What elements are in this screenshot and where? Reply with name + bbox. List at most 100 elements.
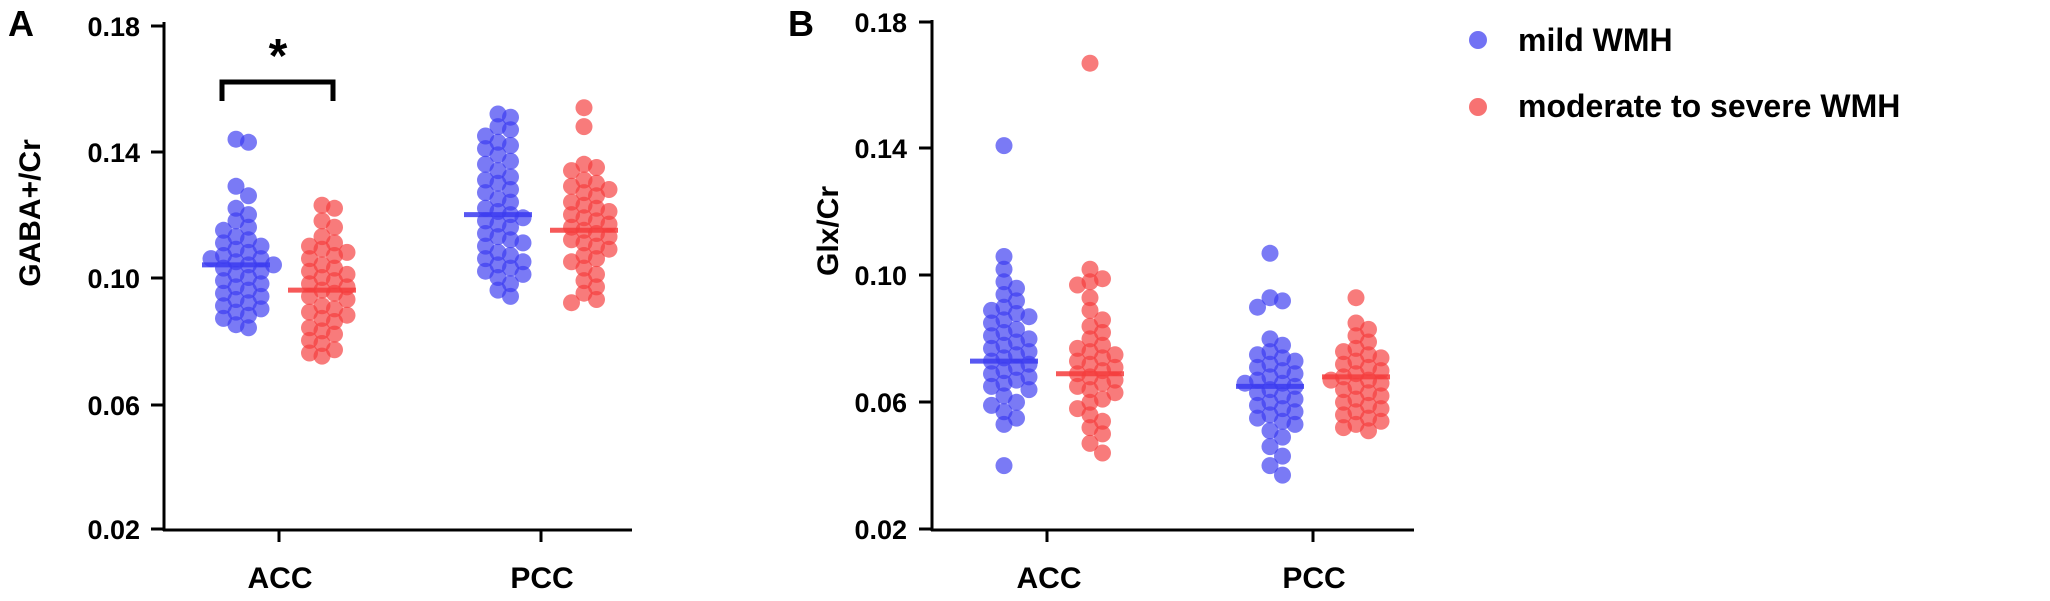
data-point-mild-acc [215,272,232,290]
data-point-mild-pcc [514,265,532,283]
data-point-mild-acc [1020,308,1038,326]
data-point-mild-pcc [1286,415,1304,433]
data-point-severe-pcc [1347,289,1365,307]
data-point-severe-pcc [575,99,593,117]
data-point-severe-pcc [1372,412,1390,430]
data-point-mild-pcc [502,168,519,186]
data-point-mild-acc [1020,381,1038,399]
data-point-severe-acc [1081,406,1099,424]
data-point-mild-pcc [514,253,532,271]
data-point-mild-pcc [502,108,519,126]
data-point-mild-acc [995,260,1013,278]
panel-b-points [983,54,1390,484]
data-point-severe-pcc [1360,333,1377,351]
data-point-severe-pcc [575,118,593,136]
data-point-mild-pcc [489,269,507,286]
legend-label-mild: mild WMH [1518,22,1673,58]
data-point-mild-pcc [489,162,507,180]
data-point-mild-pcc [1261,457,1279,475]
panel-b-means [970,358,1390,389]
data-point-mild-pcc [502,137,519,154]
data-point-severe-acc [313,228,331,246]
data-point-mild-acc [983,377,1000,395]
data-point-mild-pcc [1261,330,1279,348]
data-point-mild-acc [227,212,245,230]
data-point-mild-acc [215,297,232,315]
data-point-mild-acc [252,287,270,305]
data-point-mild-pcc [1249,396,1266,414]
y-tick-label: 0.18 [87,12,140,42]
data-point-mild-pcc [1261,422,1279,440]
data-point-severe-acc [1081,54,1099,72]
data-point-severe-acc [338,291,356,308]
data-point-mild-acc [995,248,1013,265]
data-point-mild-acc [1008,292,1025,310]
data-point-severe-acc [1094,349,1111,367]
data-point-mild-pcc [1274,466,1291,484]
data-point-severe-acc [1094,412,1111,430]
data-point-severe-acc [313,335,331,352]
data-point-severe-pcc [1335,406,1352,424]
y-tick-label: 0.14 [87,138,140,168]
data-point-severe-pcc [1347,314,1365,332]
data-point-severe-acc [1081,301,1099,319]
legend-label-severe: moderate to severe WMH [1518,88,1900,124]
data-point-mild-pcc [477,184,494,202]
data-point-mild-acc [252,237,270,255]
data-point-mild-acc [1008,409,1025,427]
data-point-severe-pcc [1372,387,1390,405]
data-point-mild-pcc [1274,336,1291,354]
data-point-mild-acc [252,300,270,318]
data-point-mild-acc [215,309,232,327]
data-point-severe-pcc [575,272,593,290]
data-point-mild-acc [995,457,1013,475]
data-point-mild-pcc [477,262,494,280]
data-point-mild-acc [240,133,257,151]
data-point-mild-pcc [477,140,494,158]
y-tick-label: 0.02 [854,515,907,545]
data-point-severe-acc [1081,419,1099,437]
data-point-severe-pcc [588,159,605,176]
data-point-mild-pcc [1274,428,1291,446]
data-point-severe-pcc [600,181,618,198]
data-point-mild-pcc [502,247,519,264]
data-point-mild-acc [983,301,1000,319]
data-point-mild-acc [995,286,1013,303]
data-point-mild-acc [983,365,1000,383]
panel-a: A GABA+/Cr 0.02 0.06 0.10 0.14 0.18 ACC … [8,3,632,595]
data-point-severe-acc [1081,381,1099,399]
y-tick-label: 0.14 [854,134,907,164]
legend-marker-mild [1469,31,1487,49]
data-point-mild-pcc [1249,409,1266,427]
legend: mild WMH moderate to severe WMH [1469,22,1900,124]
panel-a-means [202,212,618,293]
data-point-severe-acc [1081,434,1099,452]
panel-b: B Glx/Cr 0.02 0.06 0.10 0.14 0.18 ACC PC… [788,3,1414,595]
data-point-mild-acc [1008,279,1025,297]
data-point-mild-pcc [1249,358,1266,376]
data-point-severe-acc [1106,384,1124,402]
data-point-mild-acc [995,403,1013,421]
data-point-mild-pcc [477,237,494,255]
data-point-severe-acc [313,347,331,365]
data-point-mild-pcc [1286,352,1304,370]
legend-marker-severe [1469,98,1487,116]
data-point-mild-acc [215,234,232,252]
data-point-severe-acc [326,199,343,217]
data-point-mild-pcc [502,193,519,211]
data-point-severe-pcc [600,240,618,258]
data-point-severe-pcc [588,250,605,268]
y-tick-label: 0.06 [87,391,140,421]
data-point-mild-acc [983,339,1000,357]
data-point-mild-acc [227,177,245,195]
data-point-mild-acc [995,137,1013,155]
data-point-severe-pcc [1372,400,1390,418]
data-point-severe-pcc [1360,422,1377,440]
data-point-mild-pcc [1286,365,1304,383]
data-point-mild-acc [215,284,232,302]
data-point-severe-acc [326,272,343,290]
data-point-mild-acc [240,187,257,205]
data-point-mild-acc [252,275,270,293]
data-point-severe-acc [326,313,343,330]
